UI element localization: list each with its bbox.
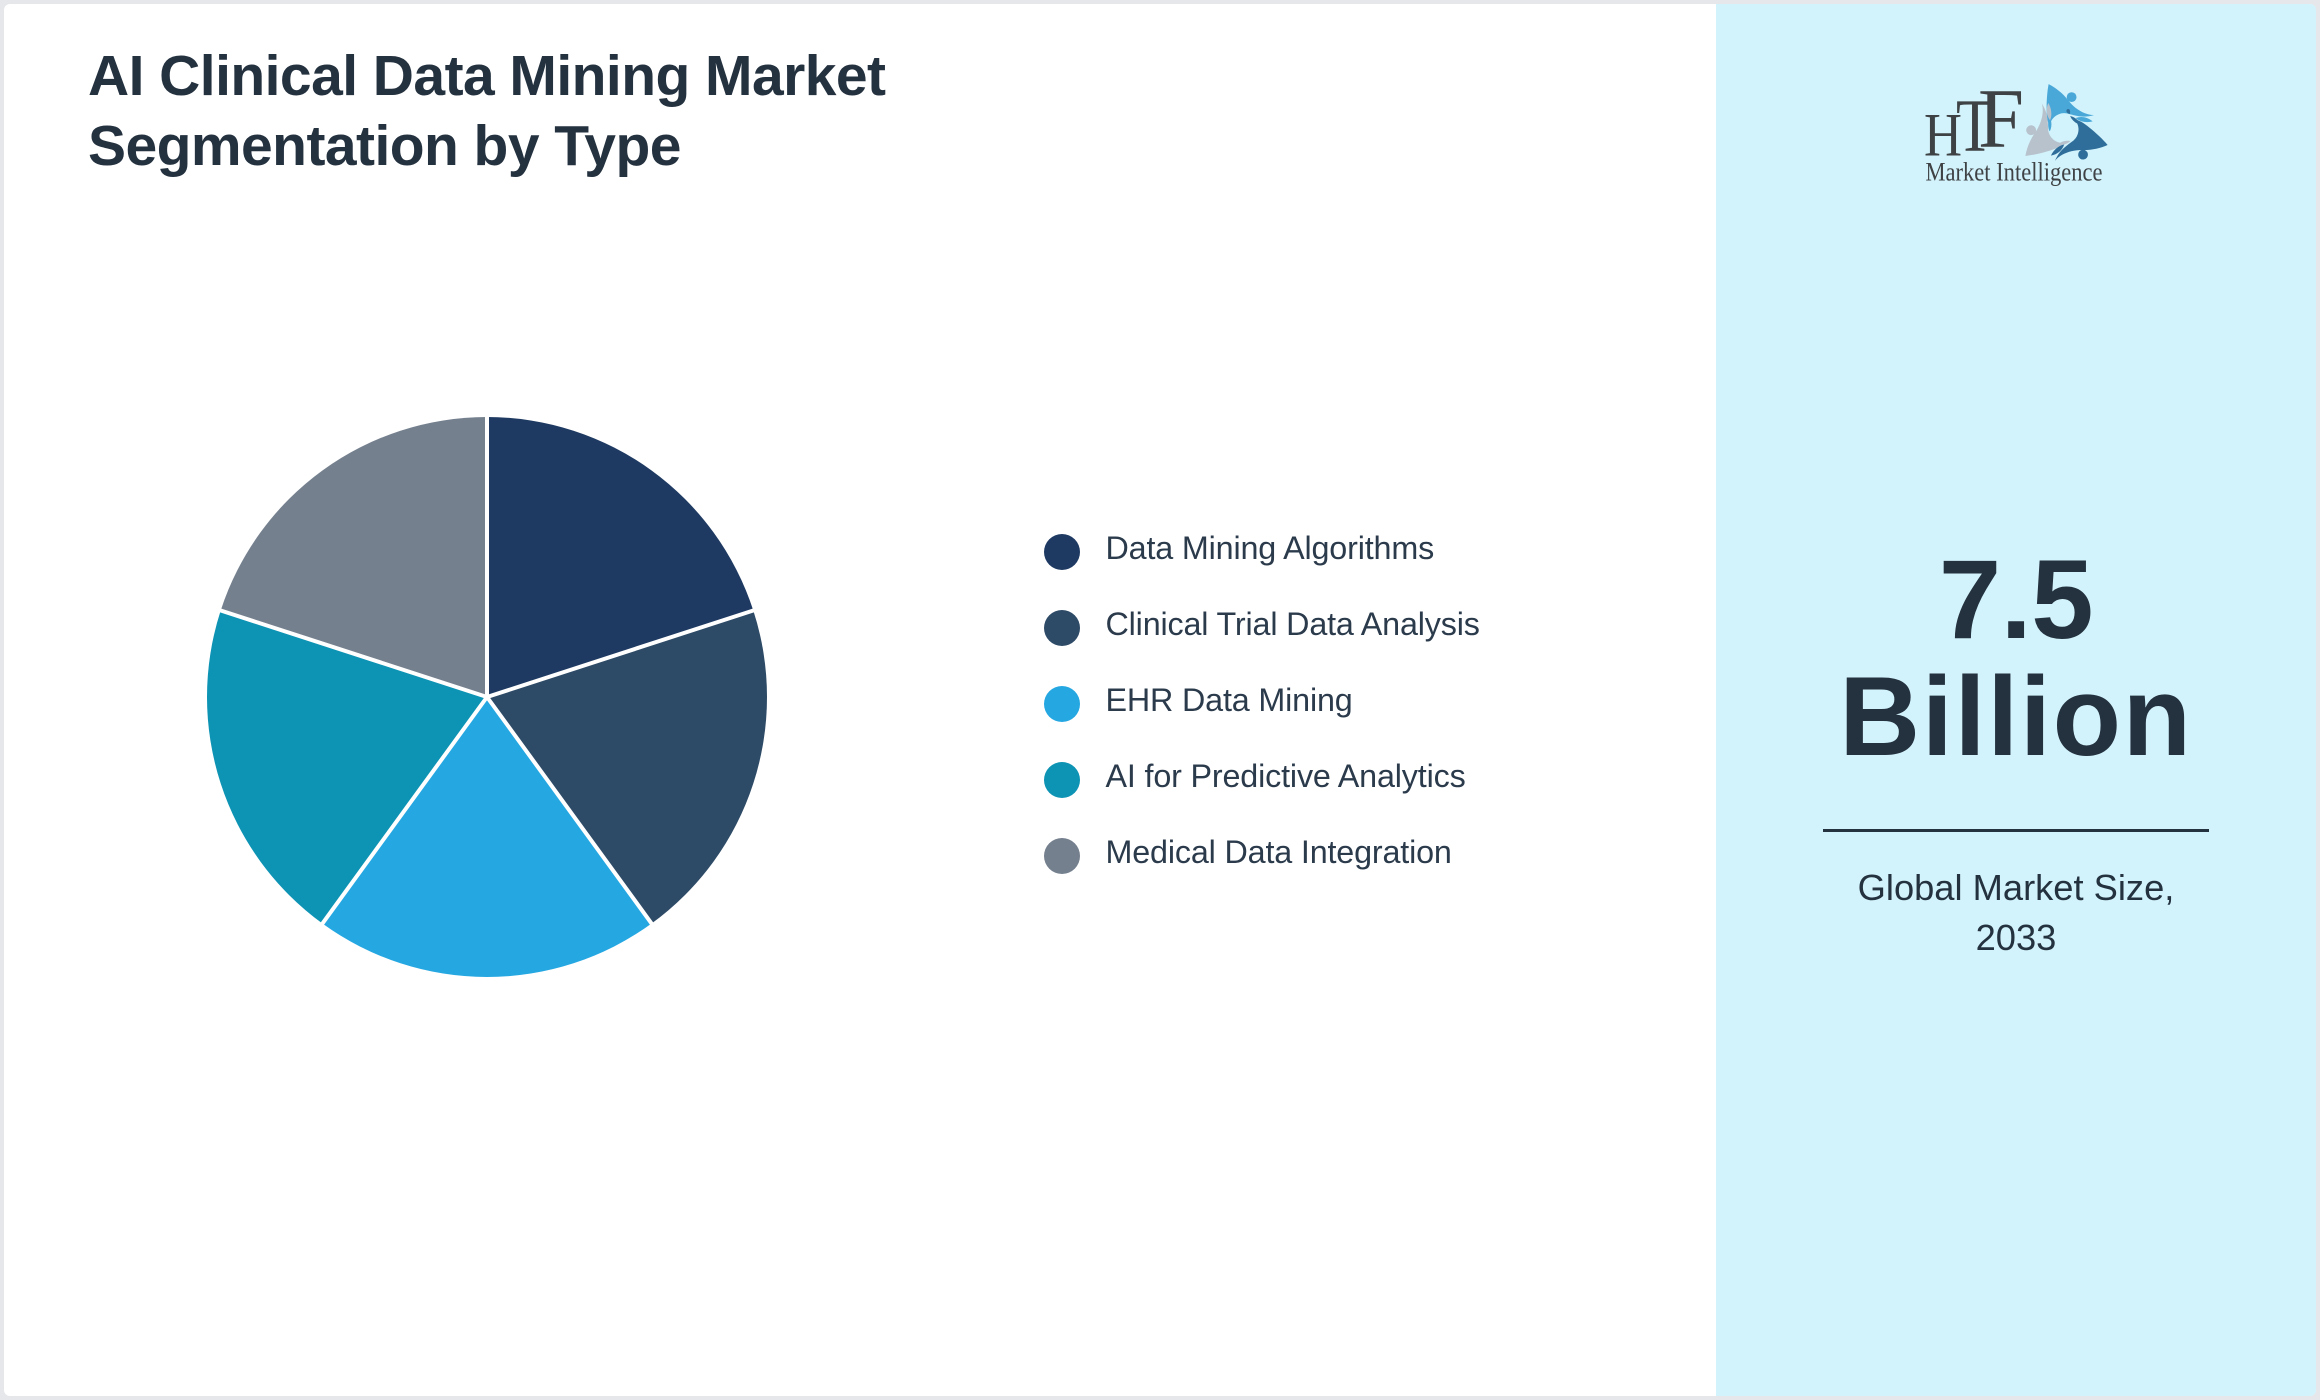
svg-text:Market Intelligence: Market Intelligence (1926, 158, 2103, 187)
svg-text:F: F (1978, 75, 2024, 166)
svg-text:T: T (1956, 84, 1994, 167)
svg-text:H: H (1924, 103, 1962, 170)
